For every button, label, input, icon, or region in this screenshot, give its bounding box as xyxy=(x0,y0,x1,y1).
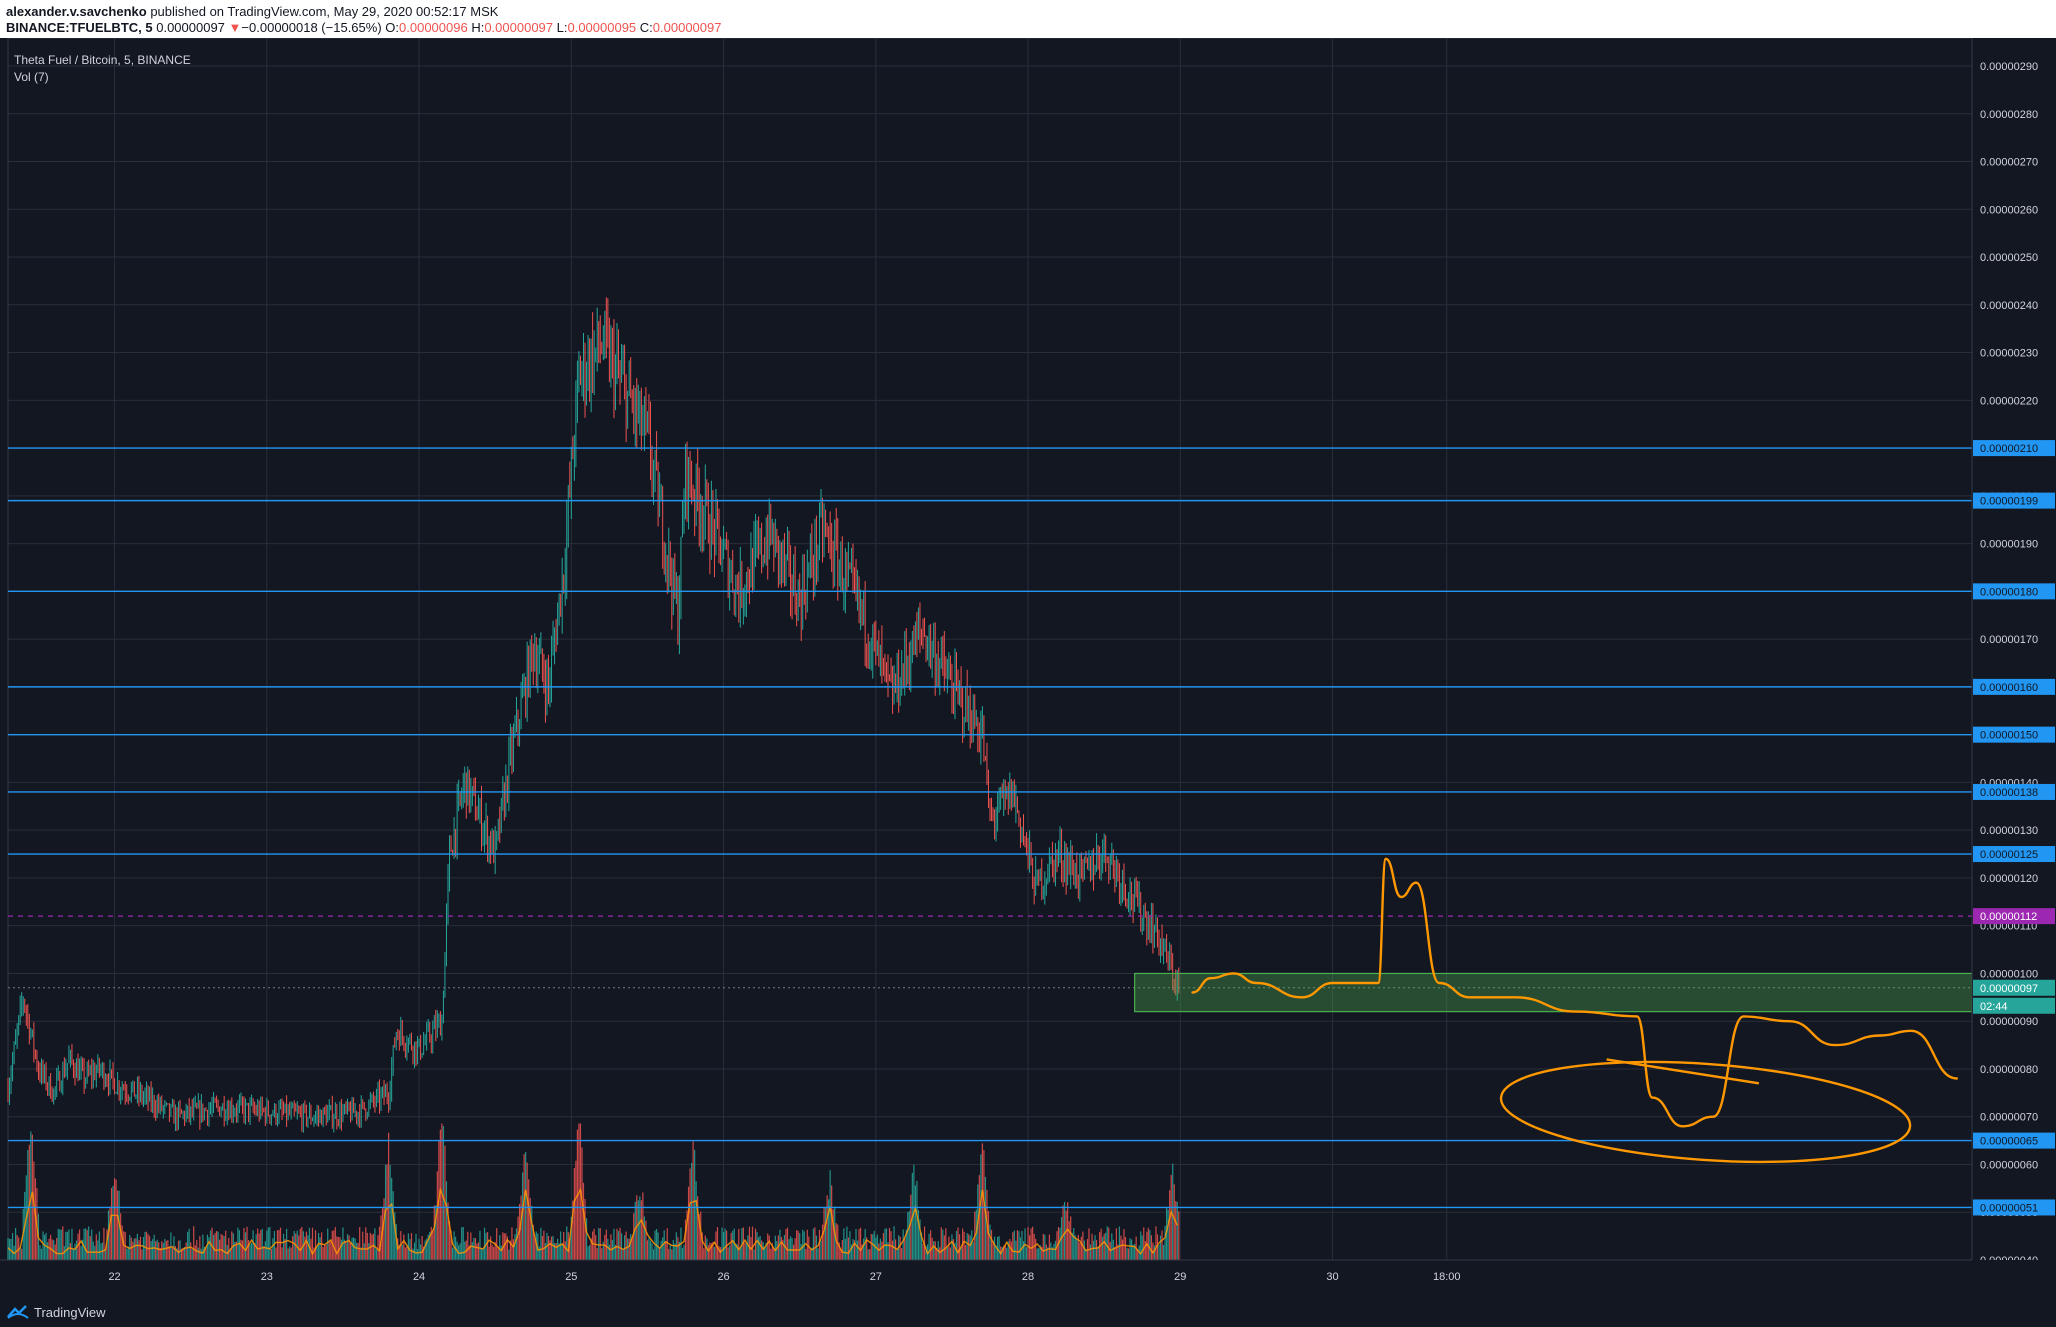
price-tick-label: 0.00000120 xyxy=(1980,873,2038,885)
price-axis[interactable]: 0.00000290 0.00000280 0.00000270 0.00000260… xyxy=(1971,38,2056,1267)
level-price-badge[interactable]: 0.00000210 xyxy=(1980,443,2038,455)
level-price-badge[interactable]: 0.00000065 xyxy=(1980,1136,2038,1148)
time-tick-label[interactable]: 23 xyxy=(261,1271,273,1283)
time-tick-label[interactable]: 22 xyxy=(108,1271,120,1283)
time-tick-label[interactable]: 27 xyxy=(870,1271,882,1283)
price-axis-bg xyxy=(1972,38,2056,1264)
price-tick-label: 0.00000060 xyxy=(1980,1159,2038,1171)
last-price: 0.00000097 xyxy=(156,20,225,35)
marker-price-badge-bg[interactable] xyxy=(1973,908,2055,925)
price-tick-label: 0.00000260 xyxy=(1980,204,2038,216)
price-tick-label: 0.00000080 xyxy=(1980,1064,2038,1076)
grid xyxy=(7,38,1973,1261)
publish-header: alexander.v.savchenko published on Tradi… xyxy=(0,0,2056,38)
price-tick-label: 0.00000270 xyxy=(1980,157,2038,169)
brand-text[interactable]: TradingView xyxy=(34,1305,106,1320)
time-tick-label[interactable]: 26 xyxy=(717,1271,729,1283)
plot-border xyxy=(7,38,1973,1261)
time-tick-label[interactable]: 28 xyxy=(1022,1271,1034,1283)
level-price-badge-bg[interactable] xyxy=(1973,583,2055,600)
level-price-badge-bg[interactable] xyxy=(1973,726,2055,743)
price-tick-label: 0.00000070 xyxy=(1980,1112,2038,1124)
price-tick-label: 0.00000190 xyxy=(1980,539,2038,551)
price-tick-label: 0.00000100 xyxy=(1980,968,2038,980)
countdown-badge[interactable]: 02:44 xyxy=(1980,1001,2008,1013)
level-price-badge[interactable]: 0.00000150 xyxy=(1980,730,2038,742)
price-tick-label: 0.00000130 xyxy=(1980,825,2038,837)
level-price-badge[interactable]: 0.00000160 xyxy=(1980,682,2038,694)
level-price-badge-bg[interactable] xyxy=(1973,846,2055,863)
level-price-badge[interactable]: 0.00000199 xyxy=(1980,496,2038,508)
price-tick-label: 0.00000250 xyxy=(1980,252,2038,264)
level-price-badge-bg[interactable] xyxy=(1973,492,2055,509)
volume-series xyxy=(7,1123,1180,1260)
horizontal-levels[interactable] xyxy=(8,447,1972,1209)
open-label: O: xyxy=(385,20,400,35)
symbol-label: BINANCE:TFUELBTC, 5 xyxy=(6,20,153,35)
publish-info: alexander.v.savchenko published on Tradi… xyxy=(6,4,498,19)
price-tick-label: 0.00000090 xyxy=(1980,1016,2038,1028)
volume-ma-line xyxy=(7,1187,1178,1256)
level-price-badge-bg[interactable] xyxy=(1973,1132,2055,1149)
support-zone[interactable] xyxy=(1134,972,1973,1013)
circle-annotation[interactable] xyxy=(1498,1050,1914,1174)
symbol-info: BINANCE:TFUELBTC, 5 0.00000097 ▼−0.00000… xyxy=(6,20,721,35)
current-price-badge[interactable]: 0.00000097 xyxy=(1980,983,2038,995)
level-price-badge[interactable]: 0.00000125 xyxy=(1980,849,2038,861)
price-tick-label: 0.00000170 xyxy=(1980,634,2038,646)
forecast-drawing[interactable] xyxy=(1191,857,1958,1174)
level-price-badge-bg[interactable] xyxy=(1973,678,2055,695)
price-tick-label: 0.00000220 xyxy=(1980,395,2038,407)
time-tick-label[interactable]: 25 xyxy=(565,1271,577,1283)
close-value: 0.00000097 xyxy=(652,20,722,35)
level-price-badge-bg[interactable] xyxy=(1973,1199,2055,1216)
volume-legend: Vol (7) xyxy=(14,70,49,84)
open-value: 0.00000096 xyxy=(399,20,468,35)
tradingview-logo-icon[interactable] xyxy=(6,1304,30,1320)
level-price-badge[interactable]: 0.00000051 xyxy=(1980,1202,2038,1214)
time-tick-label[interactable]: 30 xyxy=(1326,1271,1338,1283)
price-change: −0.00000018 (−15.65%) xyxy=(241,20,382,35)
published-text: published on TradingView.com, May 29, 20… xyxy=(150,4,499,19)
price-tick-label: 0.00000290 xyxy=(1980,61,2038,73)
author-name[interactable]: alexander.v.savchenko xyxy=(6,4,147,19)
low-label: L: xyxy=(556,20,568,35)
marker-price-badge[interactable]: 0.00000112 xyxy=(1980,911,2037,923)
chart-title: Theta Fuel / Bitcoin, 5, BINANCE xyxy=(14,53,191,67)
high-label: H: xyxy=(471,20,485,35)
countdown-badge-bg[interactable] xyxy=(1973,997,2055,1014)
time-axis[interactable]: 22 23 24 25 26 27 28 29 30 18:00 xyxy=(0,1259,2056,1298)
price-tick-label: 0.00000230 xyxy=(1980,348,2038,360)
time-tick-label[interactable]: 18:00 xyxy=(1433,1271,1461,1283)
level-price-badge[interactable]: 0.00000138 xyxy=(1980,787,2038,799)
price-tick-label: 0.00000240 xyxy=(1980,300,2038,312)
forecast-line[interactable] xyxy=(1191,857,1958,1128)
low-value: 0.00000095 xyxy=(567,20,637,35)
level-price-badge-bg[interactable] xyxy=(1973,440,2055,457)
cross-line-annotation[interactable] xyxy=(1606,1058,1760,1085)
level-price-badge[interactable]: 0.00000180 xyxy=(1980,586,2038,598)
time-axis-bg xyxy=(0,1260,2056,1298)
level-price-badge-bg[interactable] xyxy=(1973,783,2055,800)
drawing-zone[interactable] xyxy=(1134,972,1973,1013)
time-tick-label[interactable]: 24 xyxy=(413,1271,425,1283)
price-tick-label: 0.00000280 xyxy=(1980,109,2038,121)
down-arrow-icon: ▼ xyxy=(228,20,242,35)
time-tick-label[interactable]: 29 xyxy=(1174,1271,1186,1283)
current-price-badge-bg[interactable] xyxy=(1973,979,2055,996)
candle-series xyxy=(7,297,1180,1133)
high-value: 0.00000097 xyxy=(484,20,554,35)
footer: TradingView xyxy=(0,1298,2056,1327)
close-label: C: xyxy=(639,20,653,35)
price-chart[interactable]: 0.00000290 0.00000280 0.00000270 0.00000260… xyxy=(0,38,2056,1298)
